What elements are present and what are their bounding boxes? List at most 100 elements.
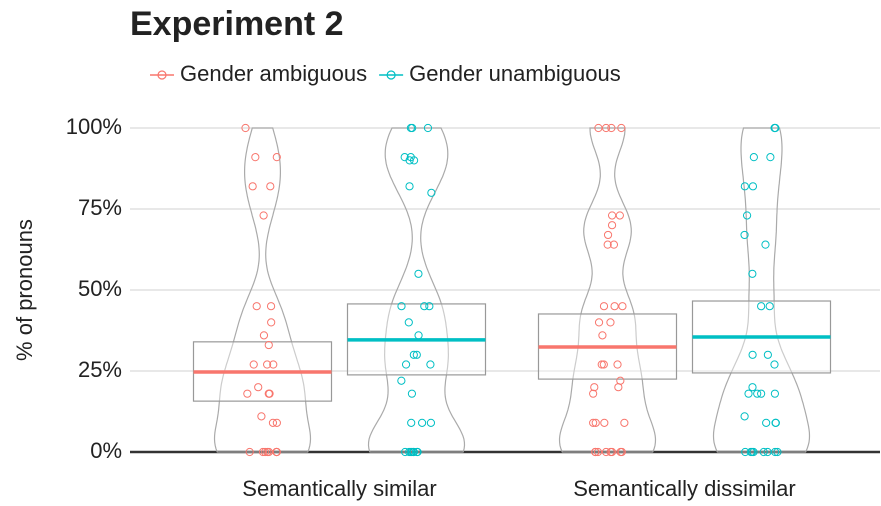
violin	[367, 127, 466, 453]
point	[773, 447, 782, 457]
point	[742, 211, 752, 220]
chart-title: Experiment 2	[130, 5, 344, 43]
point	[606, 447, 615, 457]
point	[607, 211, 617, 220]
point	[264, 340, 273, 350]
point	[272, 447, 281, 457]
point	[264, 389, 273, 398]
point	[762, 418, 771, 427]
point	[607, 123, 616, 133]
point	[757, 302, 766, 311]
point	[594, 318, 604, 327]
legend-label: Gender unambiguous	[409, 61, 621, 86]
point	[770, 360, 779, 369]
point	[409, 156, 419, 165]
point	[423, 123, 433, 133]
point	[603, 240, 612, 249]
point	[243, 389, 252, 398]
point	[747, 447, 757, 457]
point	[765, 302, 774, 311]
point	[601, 123, 611, 133]
point	[614, 383, 623, 392]
point	[413, 447, 422, 457]
point	[427, 188, 436, 197]
point	[254, 383, 263, 392]
point	[258, 447, 268, 457]
point	[620, 418, 629, 427]
point	[589, 389, 598, 398]
point	[591, 447, 600, 457]
point	[267, 318, 276, 327]
point	[599, 360, 608, 369]
point	[268, 418, 278, 427]
x-tick-label: Semantically similar	[242, 476, 436, 501]
y-tick-label: 25%	[78, 357, 122, 382]
point	[407, 418, 416, 427]
point	[412, 350, 421, 359]
point	[599, 302, 609, 311]
point	[266, 182, 275, 191]
point	[759, 447, 768, 457]
point	[272, 418, 281, 427]
point	[591, 418, 600, 427]
point	[272, 153, 281, 162]
point	[251, 153, 260, 162]
point	[761, 240, 770, 249]
point	[426, 418, 436, 427]
point	[753, 389, 762, 398]
point	[401, 360, 411, 369]
point	[601, 447, 611, 457]
point	[426, 360, 435, 369]
point	[589, 418, 598, 427]
point	[616, 447, 625, 457]
point	[763, 350, 772, 359]
point	[405, 156, 414, 165]
point	[590, 383, 599, 392]
point	[261, 447, 270, 457]
point	[771, 418, 780, 427]
point	[600, 418, 609, 427]
legend-symbol	[157, 70, 167, 80]
point	[766, 153, 775, 162]
y-axis-label: % of pronouns	[12, 219, 37, 361]
point	[259, 211, 268, 220]
point	[744, 389, 753, 398]
point	[748, 383, 757, 392]
point	[248, 182, 257, 191]
point	[249, 360, 258, 369]
point	[748, 182, 758, 191]
point	[771, 123, 780, 133]
point	[740, 230, 749, 240]
point	[609, 240, 619, 249]
point	[269, 360, 278, 369]
point	[598, 331, 607, 340]
legend-symbol	[386, 70, 396, 80]
point	[245, 447, 254, 457]
y-tick-label: 75%	[78, 195, 122, 220]
point	[757, 389, 766, 398]
point	[405, 182, 414, 191]
point	[763, 447, 772, 457]
point	[266, 302, 276, 311]
point	[259, 331, 269, 340]
point	[748, 269, 757, 278]
point	[252, 302, 261, 311]
legend-label: Gender ambiguous	[180, 61, 367, 86]
point	[740, 412, 749, 421]
point	[404, 318, 413, 327]
point	[420, 302, 429, 311]
point	[414, 269, 423, 278]
point	[615, 211, 624, 220]
point	[603, 230, 613, 240]
point	[607, 221, 617, 230]
point	[617, 123, 626, 133]
y-tick-label: 0%	[90, 438, 122, 463]
y-tick-label: 100%	[66, 114, 122, 139]
point	[770, 389, 780, 398]
violin	[213, 127, 312, 453]
point	[257, 412, 266, 421]
x-tick-label: Semantically dissimilar	[573, 476, 796, 501]
point	[263, 447, 272, 457]
point	[618, 302, 627, 311]
